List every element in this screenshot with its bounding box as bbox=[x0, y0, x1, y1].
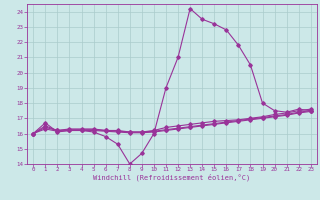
X-axis label: Windchill (Refroidissement éolien,°C): Windchill (Refroidissement éolien,°C) bbox=[93, 174, 251, 181]
